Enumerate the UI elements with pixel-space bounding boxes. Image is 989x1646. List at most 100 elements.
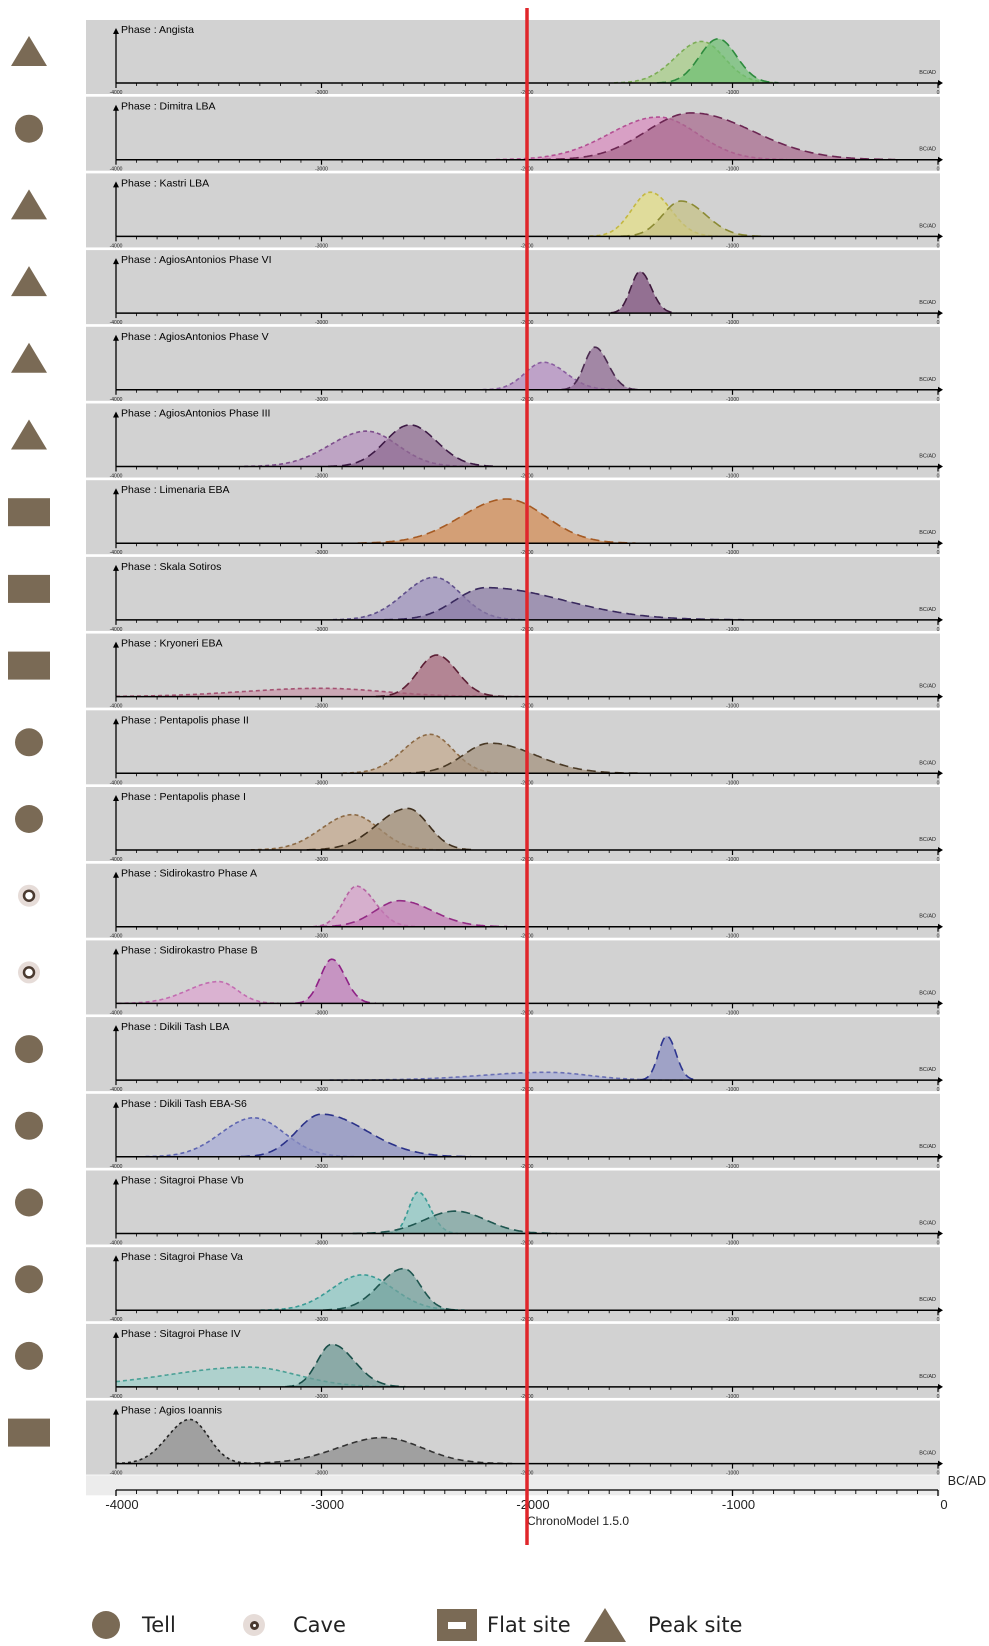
density-area xyxy=(357,499,636,544)
panel-title: Phase : Sitagroi Phase Vb xyxy=(121,1175,244,1187)
panel-tick-label: -1000 xyxy=(726,243,739,249)
panel-tick-label: -4000 xyxy=(110,167,123,173)
panel-tick-label: -3000 xyxy=(315,934,328,940)
panel-unit-label: BC/AD xyxy=(919,70,936,76)
density-area xyxy=(561,347,639,390)
density-curve xyxy=(240,1113,472,1158)
x-axis-arrow-icon xyxy=(938,770,943,777)
density-area xyxy=(285,1344,406,1387)
density-area xyxy=(541,112,896,160)
density-curve xyxy=(145,1117,356,1158)
panel-unit-label: BC/AD xyxy=(919,914,936,920)
panel-background xyxy=(86,173,940,248)
panel-background xyxy=(86,403,940,478)
panel-tick-label: -1000 xyxy=(726,1087,739,1093)
x-axis-arrow-icon xyxy=(938,923,943,930)
tell-marker-icon xyxy=(15,1341,43,1370)
panel-tick-label: -4000 xyxy=(110,780,123,786)
flat-site-marker-icon xyxy=(8,498,50,527)
peak-marker-icon xyxy=(11,342,47,373)
panel-tick-label: -3000 xyxy=(315,550,328,556)
y-axis-arrow-icon xyxy=(113,871,119,878)
y-axis-arrow-icon xyxy=(113,718,119,725)
software-credit: ChronoModel 1.5.0 xyxy=(527,1514,629,1528)
axis-tick-label: -3000 xyxy=(311,1497,344,1512)
tell-marker-icon xyxy=(15,805,43,833)
density-curve xyxy=(117,980,279,1005)
panel-tick-label: -3000 xyxy=(315,1471,328,1477)
panel-tick-label: -1000 xyxy=(726,1010,739,1016)
peak-marker-icon xyxy=(11,419,47,450)
panel-tick-label: -3000 xyxy=(315,243,328,249)
density-curve xyxy=(234,1436,513,1465)
density-area xyxy=(640,1035,697,1081)
density-curve xyxy=(285,1343,406,1388)
axis-band xyxy=(86,1475,940,1496)
panel-tick-label: -4000 xyxy=(110,627,123,633)
x-axis-arrow-icon xyxy=(938,463,943,470)
flat-site-symbol-icon xyxy=(437,1609,477,1641)
panel-title: Phase : Pentapolis phase II xyxy=(121,714,249,726)
panel-unit-label: BC/AD xyxy=(919,147,936,153)
density-curve xyxy=(306,807,476,851)
y-axis-arrow-icon xyxy=(113,1408,119,1415)
y-axis-arrow-icon xyxy=(113,1331,119,1338)
panel-tick-label: -3000 xyxy=(315,627,328,633)
x-axis-arrow-icon xyxy=(938,386,943,393)
density-curve xyxy=(614,40,776,84)
panel-unit-label: BC/AD xyxy=(919,300,936,306)
panel-tick-label: -1000 xyxy=(726,704,739,710)
density-curve xyxy=(640,1035,697,1081)
panel-tick-label: -3000 xyxy=(315,474,328,480)
panel-title: Phase : Limenaria EBA xyxy=(121,484,230,496)
panel-tick-label: 0 xyxy=(937,1241,940,1247)
panel-tick-label: 0 xyxy=(937,550,940,556)
density-curve xyxy=(295,958,376,1004)
density-area xyxy=(323,1268,458,1311)
panel-tick-label: -4000 xyxy=(110,1317,123,1323)
density-curve xyxy=(561,346,639,391)
panel-tick-label: -4000 xyxy=(110,704,123,710)
density-curve xyxy=(610,270,677,314)
panel-tick-label: -3000 xyxy=(315,1394,328,1400)
y-axis-arrow-icon xyxy=(113,795,119,801)
tell-symbol-icon xyxy=(92,1611,120,1639)
panel-tick-label: -4000 xyxy=(110,934,123,940)
panel-title: Phase : Skala Sotiros xyxy=(121,561,221,573)
panel-tick-label: -1000 xyxy=(726,320,739,326)
density-curve xyxy=(250,813,440,851)
y-axis-arrow-icon xyxy=(113,28,119,34)
cave-symbol-icon xyxy=(243,1614,265,1636)
panel-tick-label: 0 xyxy=(937,1317,940,1323)
density-curve xyxy=(116,687,526,698)
panel-unit-label: BC/AD xyxy=(919,377,936,383)
panel-unit-label: BC/AD xyxy=(919,454,936,460)
x-axis-arrow-icon xyxy=(938,1153,943,1160)
x-axis-arrow-icon xyxy=(938,156,943,163)
panel-background xyxy=(86,250,940,325)
density-area xyxy=(240,1114,472,1157)
panel-tick-label: 0 xyxy=(937,780,940,786)
panel-title: Phase : Kryoneri EBA xyxy=(121,638,223,650)
density-area xyxy=(295,959,376,1004)
panel-tick-label: -1000 xyxy=(726,780,739,786)
x-axis-arrow-icon xyxy=(938,616,943,623)
peak-marker-icon xyxy=(11,266,47,297)
panel-tick-label: 0 xyxy=(937,1164,940,1170)
panel-tick-label: -4000 xyxy=(110,1164,123,1170)
axis-tick-label: -2000 xyxy=(516,1497,549,1512)
panel-tick-label: 0 xyxy=(937,1087,940,1093)
panel-tick-label: -3000 xyxy=(315,857,328,863)
panel-tick-label: -1000 xyxy=(726,90,739,96)
density-area xyxy=(610,271,677,314)
panel-tick-label: -4000 xyxy=(110,474,123,480)
legend: Tell Cave Flat site Peak site xyxy=(80,1605,989,1646)
panel-title: Phase : Angista xyxy=(121,24,194,36)
panel-unit-label: BC/AD xyxy=(919,530,936,536)
panel-tick-label: -1000 xyxy=(726,397,739,403)
